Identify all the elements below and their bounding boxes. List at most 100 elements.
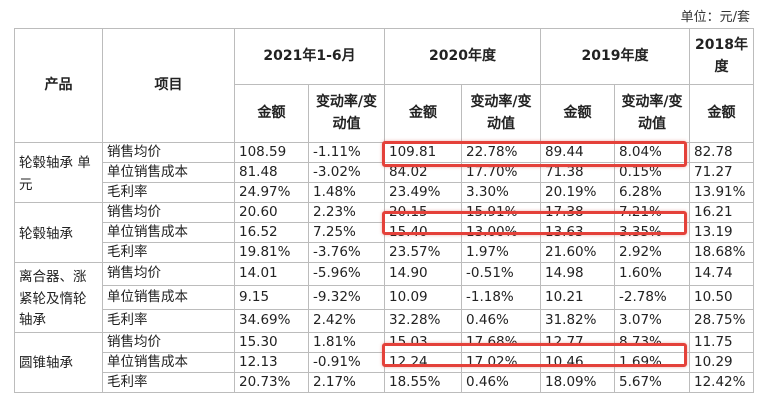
- value-cell: 1.48%: [308, 182, 385, 203]
- table-row: 毛利率 19.81% -3.76% 23.57% 1.97% 21.60% 2.92% 18.…: [15, 242, 754, 263]
- value-cell: 10.29: [689, 351, 754, 373]
- value-cell: 71.27: [689, 162, 754, 183]
- value-cell: -1.11%: [308, 142, 385, 163]
- product-cell: 轮毂轴承: [14, 202, 103, 263]
- item-cell: 单位销售成本: [102, 162, 235, 183]
- table-row: 轮毂轴承 单元 销售均价 108.59 -1.11% 109.81 22.78% 89.44…: [14, 142, 754, 203]
- value-cell: 34.69%: [234, 308, 309, 333]
- value-cell: -0.51%: [461, 261, 541, 287]
- value-cell: 24.97%: [234, 182, 309, 203]
- value-cell: 10.50: [689, 285, 754, 310]
- table-body: 轮毂轴承 单元 销售均价 108.59 -1.11% 109.81 22.78% 89.44…: [14, 142, 754, 393]
- header-amount: 金额: [689, 84, 754, 143]
- table-row: 单位销售成本 81.48 -3.02% 84.02 17.70% 71.38 0.15% 71…: [15, 162, 754, 183]
- price-cost-table: 产品 项目 2021年1-6月 2020年度 2019年度 2018年度 金额 …: [14, 28, 754, 393]
- value-cell: 108.59: [234, 142, 309, 163]
- item-cell: 销售均价: [102, 261, 235, 287]
- value-cell: 12.13: [234, 351, 309, 373]
- header-amount: 金额: [384, 84, 462, 143]
- value-cell: 18.68%: [689, 242, 754, 263]
- value-cell: 81.48: [234, 162, 309, 183]
- value-cell: 18.55%: [384, 371, 462, 393]
- value-cell: 15.30: [234, 331, 309, 353]
- value-cell: 20.73%: [234, 371, 309, 393]
- value-cell: 0.46%: [461, 371, 541, 393]
- header-change: 变动率/变动值: [308, 84, 385, 143]
- value-cell: 32.28%: [384, 308, 462, 333]
- value-cell: 10.09: [384, 285, 462, 310]
- value-cell: 1.60%: [614, 261, 690, 287]
- unit-label: 单位：元/套: [680, 10, 750, 25]
- table-row: 单位销售成本 9.15 -9.32% 10.09 -1.18% 10.21 -2.78% 10…: [15, 285, 754, 310]
- item-cell: 毛利率: [102, 182, 235, 203]
- item-cell: 毛利率: [102, 371, 235, 393]
- value-cell: 20.60: [234, 202, 309, 223]
- header-amount: 金额: [540, 84, 615, 143]
- value-cell: 11.75: [689, 331, 754, 353]
- value-cell: 14.74: [689, 261, 754, 287]
- value-cell: 2.92%: [614, 242, 690, 263]
- value-cell: 3.07%: [614, 308, 690, 333]
- table-row: 毛利率 24.97% 1.48% 23.49% 3.30% 20.19% 6.28% 13.9…: [15, 182, 754, 203]
- highlight-box-group1: [382, 141, 687, 167]
- value-cell: 0.46%: [461, 308, 541, 333]
- item-cell: 单位销售成本: [102, 285, 235, 310]
- value-cell: 9.15: [234, 285, 309, 310]
- value-cell: 20.19%: [540, 182, 615, 203]
- value-cell: 82.78: [689, 142, 754, 163]
- table-row: 离合器、涨紧轮及惰轮轴承 销售均价 14.01 -5.96% 14.90 -0.51% 14…: [14, 261, 754, 333]
- header-change: 变动率/变动值: [614, 84, 690, 143]
- product-cell: 圆锥轴承: [14, 331, 103, 393]
- value-cell: -3.76%: [308, 242, 385, 263]
- value-cell: 84.02: [384, 162, 462, 183]
- table-row: 毛利率 34.69% 2.42% 32.28% 0.46% 31.82% 3.07% 28.7…: [15, 308, 754, 333]
- item-cell: 毛利率: [102, 242, 235, 263]
- table-row: 圆锥轴承 销售均价 15.30 1.81% 15.03 17.68% 12.77 8.73% 1…: [14, 331, 754, 393]
- value-cell: 19.81%: [234, 242, 309, 263]
- item-cell: 销售均价: [102, 202, 235, 223]
- product-cell: 轮毂轴承 单元: [14, 142, 103, 203]
- value-cell: 13.91%: [689, 182, 754, 203]
- value-cell: 6.28%: [614, 182, 690, 203]
- highlight-box-group4: [382, 343, 687, 367]
- value-cell: 14.01: [234, 261, 309, 287]
- value-cell: 18.09%: [540, 371, 615, 393]
- value-cell: 16.21: [689, 202, 754, 223]
- header-period-2019: 2019年度: [540, 28, 690, 85]
- value-cell: 10.21: [540, 285, 615, 310]
- value-cell: 23.57%: [384, 242, 462, 263]
- header-item: 项目: [102, 28, 235, 143]
- item-cell: 单位销售成本: [102, 222, 235, 243]
- value-cell: 14.90: [384, 261, 462, 287]
- value-cell: 2.17%: [308, 371, 385, 393]
- header-period-2020: 2020年度: [384, 28, 541, 85]
- product-cell: 离合器、涨紧轮及惰轮轴承: [14, 262, 103, 333]
- value-cell: 7.25%: [308, 222, 385, 243]
- value-cell: 16.52: [234, 222, 309, 243]
- item-cell: 销售均价: [102, 331, 235, 353]
- header-change: 变动率/变动值: [461, 84, 541, 143]
- value-cell: 13.19: [689, 222, 754, 243]
- value-cell: -2.78%: [614, 285, 690, 310]
- highlight-box-group2: [382, 211, 687, 235]
- item-cell: 销售均价: [102, 142, 235, 163]
- value-cell: -1.18%: [461, 285, 541, 310]
- value-cell: 3.30%: [461, 182, 541, 203]
- value-cell: 1.97%: [461, 242, 541, 263]
- header-period-2018: 2018年度: [689, 28, 754, 85]
- item-cell: 毛利率: [102, 308, 235, 333]
- value-cell: 2.42%: [308, 308, 385, 333]
- value-cell: 28.75%: [689, 308, 754, 333]
- value-cell: 5.67%: [614, 371, 690, 393]
- value-cell: 2.23%: [308, 202, 385, 223]
- value-cell: -5.96%: [308, 261, 385, 287]
- value-cell: 17.70%: [461, 162, 541, 183]
- value-cell: 21.60%: [540, 242, 615, 263]
- value-cell: 12.42%: [689, 371, 754, 393]
- value-cell: 31.82%: [540, 308, 615, 333]
- table-row: 单位销售成本 12.13 -0.91% 12.24 17.02% 10.46 1.69% 10…: [15, 351, 754, 373]
- header-amount: 金额: [234, 84, 309, 143]
- header-product: 产品: [14, 28, 103, 143]
- header-period-2021h1: 2021年1-6月: [234, 28, 385, 85]
- value-cell: 23.49%: [384, 182, 462, 203]
